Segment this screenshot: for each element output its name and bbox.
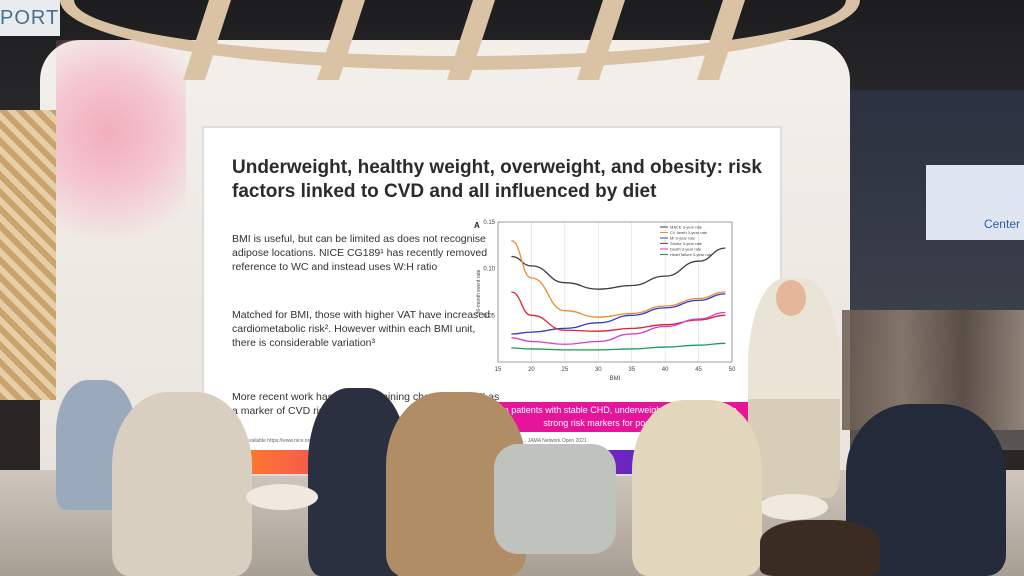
- plot-frame: [497, 221, 733, 363]
- legend-entry: Heart failure 3-year rate: [670, 252, 713, 257]
- slide-bullet: BMI is useful, but can be limited as doe…: [232, 233, 488, 273]
- legend-entry: MI 3-year rate: [670, 236, 696, 241]
- x-tick-label: 40: [662, 367, 669, 373]
- panel-label: A: [474, 221, 480, 230]
- series-line: [511, 293, 726, 335]
- y-axis-label: 36-month event rate: [476, 269, 482, 314]
- x-axis-label: BMI: [610, 376, 621, 382]
- audience-member: [760, 520, 880, 576]
- audience-member: [112, 392, 252, 576]
- presenter-head: [776, 280, 806, 316]
- y-tick-label: 0.15: [483, 220, 495, 226]
- slide-title: Underweight, healthy weight, overweight,…: [232, 157, 762, 202]
- x-tick-label: 35: [628, 367, 635, 373]
- y-tick-label: 0.10: [483, 267, 495, 273]
- audience-member: [632, 400, 762, 576]
- x-tick-label: 45: [695, 367, 702, 373]
- series-line: [511, 342, 726, 351]
- legend-entry: CV death 3-year rate: [670, 230, 708, 235]
- lattice-panel: [0, 110, 56, 400]
- series-line: [511, 247, 726, 290]
- hall-banner: Center: [926, 165, 1024, 240]
- x-tick-label: 20: [528, 367, 535, 373]
- series-line: [511, 240, 726, 318]
- bmi-risk-chart: 15 20 25 30 35 40 45 50 0.05 0.10 0.15 BMI 36-month …: [474, 220, 736, 382]
- lounge-chair: [494, 444, 616, 554]
- series-line: [511, 311, 726, 345]
- x-tick-label: 15: [495, 367, 502, 373]
- legend-entry: Death 3-year rate: [670, 247, 702, 252]
- side-table: [246, 484, 318, 510]
- side-table: [758, 494, 828, 520]
- legend-entry: MACE 3-year rate: [670, 225, 703, 230]
- hall-banner-text: Center: [983, 217, 1020, 231]
- x-tick-label: 30: [595, 367, 602, 373]
- blossom-decoration: [56, 40, 186, 270]
- y-tick-label: 0.05: [483, 313, 495, 319]
- slide-bullet: Matched for BMI, those with higher VAT h…: [232, 309, 490, 349]
- series-line: [511, 291, 726, 332]
- x-tick-label: 25: [562, 367, 569, 373]
- x-tick-label: 50: [729, 367, 736, 373]
- legend-entry: Stroke 3-year rate: [670, 241, 703, 246]
- booth-logo: PORT: [0, 0, 60, 36]
